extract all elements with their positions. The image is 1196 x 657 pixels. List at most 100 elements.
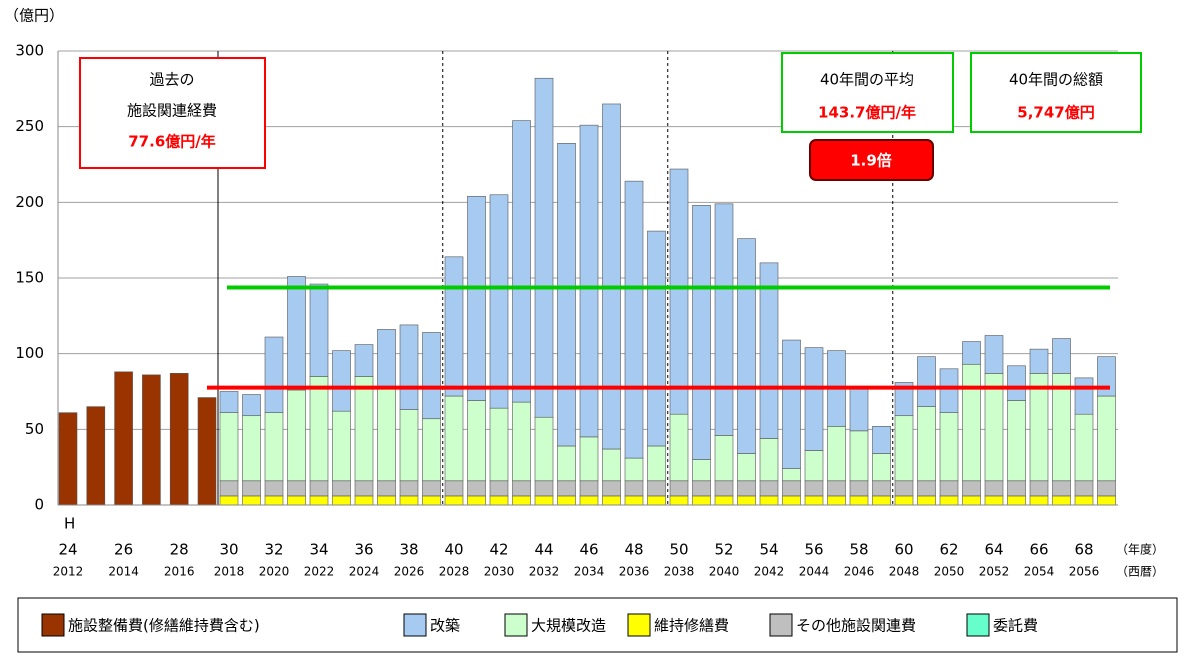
legend-label: 改築 <box>430 617 460 635</box>
bar-segment <box>377 329 396 389</box>
bar-segment <box>512 401 531 482</box>
legend-label: 施設整備費(修繕維持費含む) <box>68 617 260 635</box>
bar-segment <box>917 406 936 482</box>
legend-label: 大規模改造 <box>531 617 606 635</box>
bar-segment <box>219 391 239 413</box>
bar-segment <box>264 412 284 482</box>
bar-segment <box>962 341 981 365</box>
bar-segment <box>624 480 644 497</box>
x-tick-label: 56 <box>804 541 823 559</box>
x-tick-label: 58 <box>849 541 868 559</box>
bar-segment <box>804 480 824 497</box>
bar-segment <box>872 495 891 506</box>
bar-segment <box>714 435 734 482</box>
bar-segment <box>287 495 306 506</box>
bar-segment <box>782 468 801 482</box>
bar-segment <box>377 495 396 506</box>
bar-segment <box>984 495 1004 506</box>
x-tick-label: 2012 <box>53 565 84 579</box>
x-tick-label: 2030 <box>484 565 515 579</box>
x-tick-label: 2020 <box>259 565 290 579</box>
legend-label: その他施設関連費 <box>796 617 916 635</box>
bar-segment <box>624 457 644 482</box>
bar-segment <box>242 480 261 497</box>
bar-segment <box>669 480 689 497</box>
bar-segment <box>984 480 1004 497</box>
bar-segment <box>219 480 239 497</box>
bar-segment <box>1052 495 1071 506</box>
x-tick-label: 2024 <box>349 565 380 579</box>
bar-segment <box>647 230 666 447</box>
bar-segment <box>377 388 396 482</box>
bar-segment <box>354 376 374 482</box>
x-tick-label: 2042 <box>754 565 785 579</box>
bar-segment <box>1074 495 1094 506</box>
bar-segment <box>782 480 801 497</box>
bar-segment <box>692 205 711 460</box>
bar-segment <box>692 480 711 497</box>
bar-segment <box>872 453 891 482</box>
x-tick-label: 2022 <box>304 565 335 579</box>
x-tick-label: 2038 <box>664 565 695 579</box>
bar-segment <box>1007 480 1026 497</box>
x-tick-label: 2050 <box>934 565 965 579</box>
bar-segment <box>827 426 846 482</box>
bar-segment <box>58 412 78 506</box>
bar-segment <box>759 480 779 497</box>
average-title: 40年間の平均 <box>820 71 914 89</box>
bar-segment <box>737 480 756 497</box>
x-tick-label: 28 <box>170 541 189 559</box>
bar-segment <box>737 495 756 506</box>
y-tick-label: 200 <box>15 193 44 211</box>
bar-segment <box>489 495 509 506</box>
bar-segment <box>939 495 959 506</box>
bar-segment <box>579 480 599 497</box>
y-tick-label: 300 <box>15 42 44 60</box>
bar-segment <box>1097 356 1116 397</box>
bar-segment <box>1007 400 1026 482</box>
bar-segment <box>444 395 464 482</box>
past-label: 施設関連経費 <box>127 102 217 120</box>
bar-segment <box>849 495 869 506</box>
bar-segment <box>557 445 576 482</box>
past-value: 77.6億円/年 <box>128 133 216 151</box>
x-tick-label: 2026 <box>394 565 425 579</box>
bar-segment <box>894 382 914 417</box>
bar-segment <box>489 480 509 497</box>
x-tick-label: 40 <box>444 541 463 559</box>
bar-segment <box>377 480 396 497</box>
bar-segment <box>759 262 779 439</box>
total-title: 40年間の総額 <box>1009 71 1103 89</box>
bar-segment <box>534 495 554 506</box>
bar-segment <box>332 480 351 497</box>
bar-segment <box>512 480 531 497</box>
bar-segment <box>264 480 284 497</box>
bar-segment <box>332 410 351 482</box>
bar-segment <box>1029 348 1049 374</box>
bar-segment <box>962 363 981 482</box>
bar-segment <box>804 347 824 451</box>
x-tick-label: 2054 <box>1024 565 1055 579</box>
bar-segment <box>1097 495 1116 506</box>
bar-segment <box>759 438 779 482</box>
bar-segment <box>849 388 869 432</box>
bar-segment <box>602 495 621 506</box>
x-tick-label: 52 <box>714 541 733 559</box>
bar-segment <box>512 495 531 506</box>
x-tick-label: 2028 <box>439 565 470 579</box>
y-tick-label: 250 <box>15 117 44 135</box>
bar-segment <box>467 495 486 506</box>
bar-segment <box>1097 395 1116 482</box>
bar-segment <box>287 276 306 391</box>
x-tick-label: 54 <box>759 541 778 559</box>
bar-segment <box>422 332 441 420</box>
x-tick-label: 26 <box>114 541 133 559</box>
bar-segment <box>692 459 711 482</box>
bar-segment <box>467 195 486 401</box>
x-tick-label: 60 <box>894 541 913 559</box>
bar-segment <box>309 495 329 506</box>
ratio-text: 1.9倍 <box>850 152 892 170</box>
bar-segment <box>309 480 329 497</box>
past-label: 過去の <box>149 71 194 89</box>
y-tick-label: 100 <box>15 344 44 362</box>
